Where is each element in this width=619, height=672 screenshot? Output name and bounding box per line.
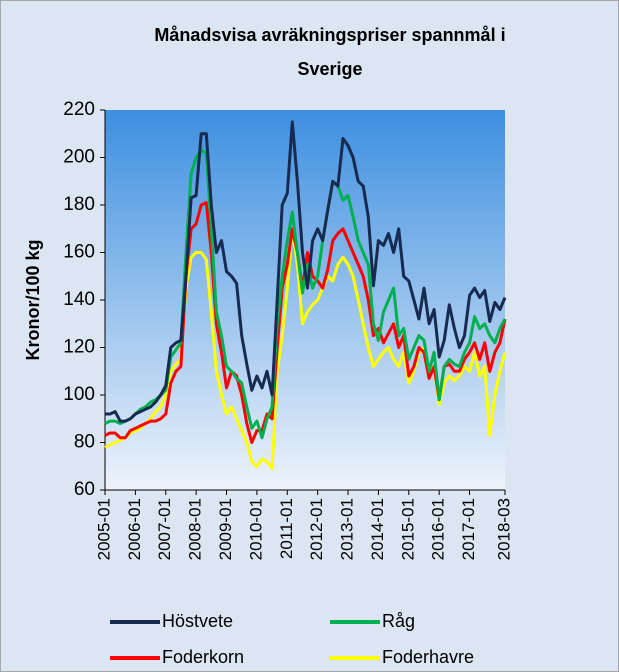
- plot-area: [105, 110, 505, 490]
- x-tick-label: 2012-01: [307, 498, 326, 560]
- y-tick-label: 140: [63, 289, 95, 310]
- legend-label: Höstvete: [162, 611, 233, 631]
- x-tick-label: 2014-01: [368, 498, 387, 560]
- legend-label: Foderkorn: [162, 647, 244, 667]
- x-tick-label: 2018-03: [494, 498, 513, 560]
- y-tick-label: 220: [63, 99, 95, 120]
- y-tick-label: 200: [63, 147, 95, 168]
- y-tick-label: 80: [74, 432, 95, 453]
- x-tick-label: 2008-01: [186, 498, 205, 560]
- series-line: [105, 120, 507, 423]
- chart-title: Sverige: [297, 59, 362, 79]
- y-tick-label: 60: [74, 479, 95, 500]
- y-tick-label: 180: [63, 194, 95, 215]
- y-tick-label: 120: [63, 337, 95, 358]
- x-tick-label: 2013-01: [338, 498, 357, 560]
- x-tick-label: 2007-01: [155, 498, 174, 560]
- chart-title: Månadsvisa avräkningspriser spannmål i: [154, 25, 505, 45]
- x-tick-label: 2016-01: [429, 498, 448, 560]
- x-tick-label: 2011-01: [277, 498, 296, 559]
- x-tick-label: 2006-01: [125, 498, 144, 560]
- y-tick-label: 100: [63, 384, 95, 405]
- x-tick-label: 2009-01: [216, 498, 235, 560]
- legend-label: Råg: [382, 611, 415, 631]
- x-tick-label: 2005-01: [94, 498, 113, 560]
- y-axis-label: Kronor/100 kg: [23, 239, 43, 360]
- x-tick-label: 2017-01: [459, 498, 478, 560]
- x-tick-label: 2015-01: [398, 498, 417, 560]
- y-tick-label: 160: [63, 242, 95, 263]
- x-tick-label: 2010-01: [246, 498, 265, 560]
- legend-label: Foderhavre: [382, 647, 474, 667]
